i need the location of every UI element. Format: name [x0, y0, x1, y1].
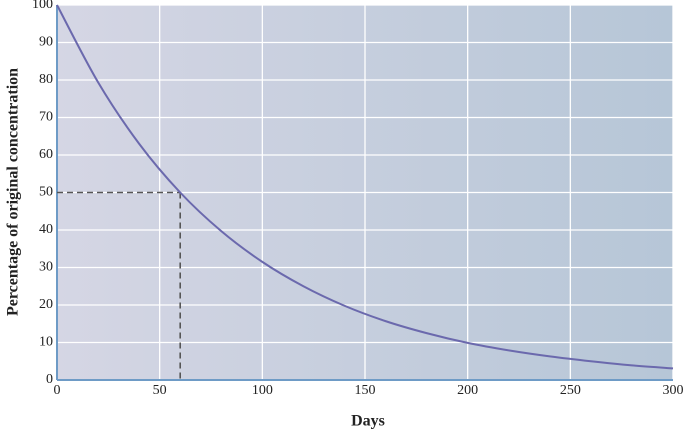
y-tick-label: 10 [39, 335, 53, 350]
y-tick-label: 70 [39, 110, 53, 125]
x-axis-label: Days [351, 413, 385, 430]
y-tick-label: 20 [39, 297, 53, 312]
x-tick-label: 100 [252, 383, 273, 398]
y-tick-label: 90 [39, 35, 53, 50]
x-tick-label: 250 [560, 383, 581, 398]
decay-curve [56, 4, 674, 370]
x-tick-label: 0 [54, 383, 61, 398]
y-tick-label: 80 [39, 72, 53, 87]
y-tick-label: 50 [39, 185, 53, 200]
y-axis-label: Percentage of original concentration [5, 68, 22, 316]
y-tick-label: 30 [39, 260, 53, 275]
x-tick-label: 150 [355, 383, 376, 398]
y-tick-label: 40 [39, 222, 53, 237]
y-tick-label: 0 [46, 372, 53, 387]
y-tick-label: 100 [32, 0, 53, 12]
x-tick-label: 200 [457, 383, 478, 398]
y-tick-label: 60 [39, 147, 53, 162]
x-tick-label: 50 [153, 383, 167, 398]
x-tick-label: 300 [663, 383, 684, 398]
